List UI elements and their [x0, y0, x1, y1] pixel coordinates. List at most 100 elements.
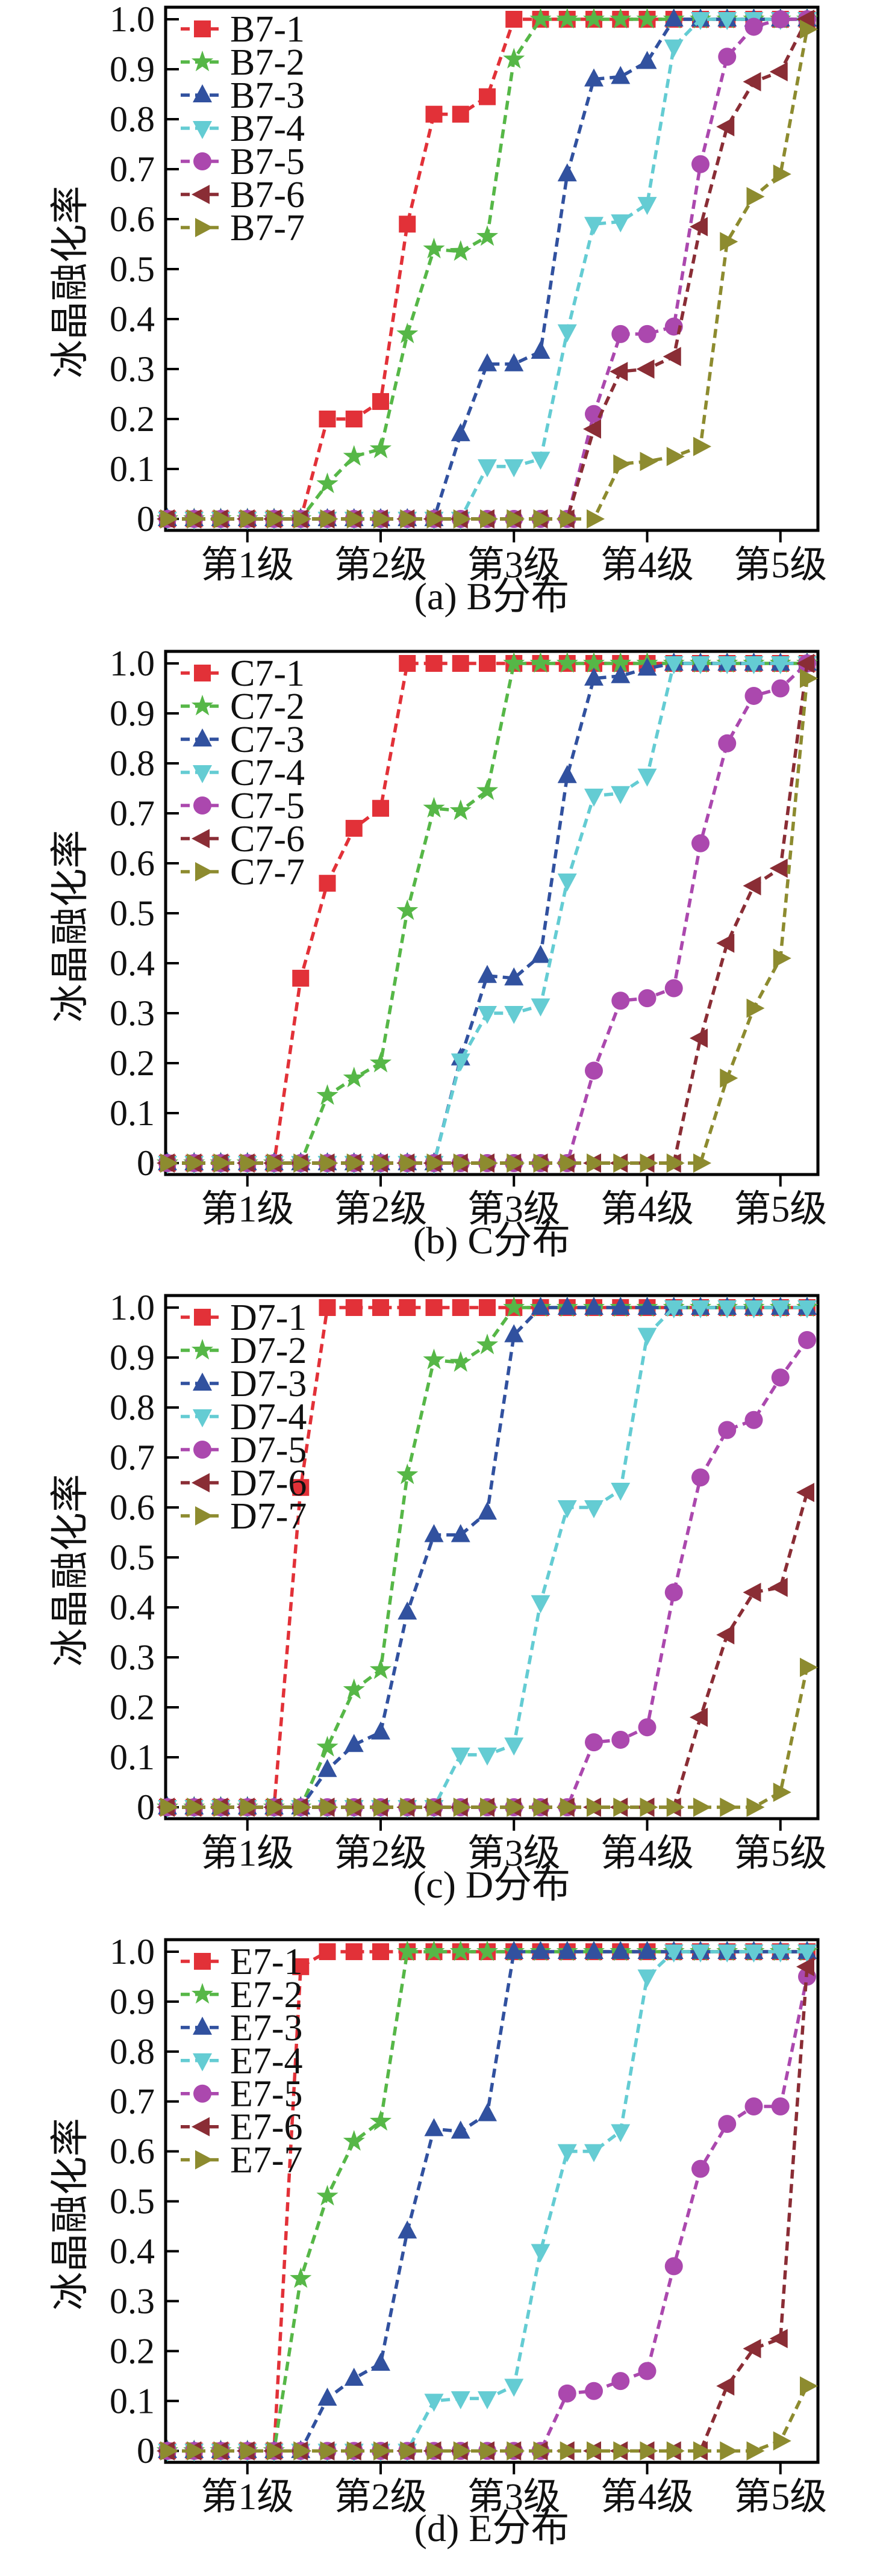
star-marker — [191, 1982, 214, 2004]
triangle-right-marker — [746, 187, 765, 206]
circle-marker — [193, 2084, 211, 2103]
triangle-right-marker — [195, 862, 213, 881]
star-marker — [369, 1052, 392, 1073]
y-tick-label: 0.4 — [110, 2232, 155, 2271]
triangle-right-marker — [693, 1153, 711, 1173]
triangle-up-marker — [344, 2367, 364, 2386]
x-tick-label: 第2级 — [334, 2477, 427, 2518]
triangle-left-marker — [743, 2339, 761, 2359]
legend-item-C7-3: C7-3 — [181, 719, 305, 760]
y-tick-label: 1.0 — [110, 644, 155, 683]
star-marker — [503, 1296, 525, 1317]
triangle-up-marker — [451, 2120, 470, 2139]
star-marker — [343, 1678, 365, 1699]
triangle-right-marker — [533, 1798, 552, 1817]
square-marker — [345, 819, 363, 837]
triangle-left-marker — [192, 1473, 210, 1492]
triangle-down-marker — [611, 2124, 631, 2143]
star-marker — [449, 1940, 472, 1961]
legend-item-B7-7: B7-7 — [181, 208, 305, 249]
triangle-right-marker — [773, 1783, 791, 1802]
y-tick-label: 1.0 — [110, 0, 155, 39]
triangle-right-marker — [320, 509, 338, 529]
triangle-down-marker — [478, 2391, 497, 2410]
square-marker — [372, 393, 389, 410]
series-C7-7-markers — [160, 668, 818, 1173]
square-marker — [372, 799, 389, 817]
triangle-right-marker — [666, 2441, 685, 2461]
legend-item-B7-5: B7-5 — [181, 141, 305, 182]
triangle-right-marker — [533, 509, 552, 529]
x-tick-label: 第3级 — [467, 1833, 561, 1874]
panel-b: 0 0.1 0.2 0.3 0.4 0.5 0.6 0.7 0.8 0.9 1.0 第1级 第2级 第3级… — [49, 644, 827, 1262]
triangle-right-marker — [195, 1506, 213, 1525]
y-axis-title: 冰晶融化率 — [49, 186, 92, 379]
star-marker — [423, 1940, 445, 1961]
triangle-right-marker — [720, 1798, 738, 1817]
x-tick-label: 第4级 — [600, 1189, 694, 1230]
triangle-down-marker — [637, 768, 657, 787]
triangle-right-marker — [187, 509, 205, 529]
triangle-down-marker — [531, 452, 551, 470]
star-marker — [636, 8, 658, 29]
triangle-up-marker — [398, 2220, 417, 2239]
star-marker — [476, 225, 499, 246]
triangle-up-marker — [424, 1524, 444, 1542]
triangle-left-marker — [796, 10, 814, 29]
legend-item-C7-6: C7-6 — [181, 819, 305, 860]
star-marker — [449, 1351, 472, 1372]
triangle-up-marker — [371, 2353, 390, 2371]
square-marker — [292, 1479, 310, 1496]
star-marker — [343, 2130, 365, 2151]
triangle-up-marker — [637, 1940, 657, 1959]
legend-item-B7-4: B7-4 — [181, 108, 305, 149]
x-tick-label: 第4级 — [600, 1833, 694, 1874]
triangle-left-marker — [716, 2376, 735, 2396]
star-marker — [476, 1940, 499, 1961]
triangle-right-marker — [773, 948, 791, 968]
triangle-down-marker — [717, 1944, 737, 1963]
triangle-right-marker — [320, 1798, 338, 1817]
y-tick-label: 0.9 — [110, 49, 155, 89]
circle-marker — [611, 1730, 630, 1749]
triangle-right-marker — [160, 1153, 178, 1173]
triangle-right-marker — [587, 1153, 605, 1173]
triangle-down-marker — [770, 1944, 790, 1963]
triangle-left-marker — [716, 933, 735, 953]
triangle-right-marker — [293, 1153, 312, 1173]
y-axis: 0 0.1 0.2 0.3 0.4 0.5 0.6 0.7 0.8 0.9 1.0 — [110, 1288, 179, 1827]
triangle-right-marker — [533, 2441, 552, 2461]
y-tick-label: 0.8 — [110, 1388, 155, 1427]
circle-marker — [611, 992, 630, 1010]
panel-d: 0 0.1 0.2 0.3 0.4 0.5 0.6 0.7 0.8 0.9 1.0 第1级 第2级 第3级… — [49, 1932, 827, 2550]
x-tick-label: 第2级 — [334, 1833, 427, 1874]
triangle-right-marker — [267, 1153, 285, 1173]
triangle-right-marker — [195, 218, 213, 237]
star-marker — [503, 652, 525, 673]
triangle-left-marker — [796, 1957, 814, 1976]
legend-item-B7-3: B7-3 — [181, 75, 305, 116]
triangle-right-marker — [213, 509, 232, 529]
triangle-right-marker — [640, 1798, 658, 1817]
x-tick-label: 第2级 — [334, 1189, 427, 1230]
triangle-right-marker — [480, 509, 498, 529]
legend-label: C7-6 — [230, 819, 305, 860]
square-marker — [425, 105, 443, 123]
triangle-right-marker — [400, 2441, 419, 2461]
legend-label: B7-3 — [230, 75, 305, 116]
legend-label: B7-1 — [230, 9, 305, 50]
triangle-right-marker — [480, 1798, 498, 1817]
triangle-right-marker — [373, 2441, 391, 2461]
star-marker — [449, 799, 472, 821]
star-marker — [369, 2109, 392, 2131]
legend-label: D7-6 — [230, 1463, 307, 1504]
triangle-right-marker — [187, 2441, 205, 2461]
triangle-up-marker — [584, 667, 604, 686]
triangle-down-marker — [531, 2244, 551, 2262]
triangle-down-marker — [193, 765, 212, 783]
y-tick-label: 0.3 — [110, 2281, 155, 2321]
triangle-down-marker — [797, 1300, 817, 1318]
triangle-left-marker — [610, 362, 628, 382]
x-tick-label: 第5级 — [734, 1189, 827, 1230]
panel-caption: (a) B分布 — [414, 575, 570, 618]
